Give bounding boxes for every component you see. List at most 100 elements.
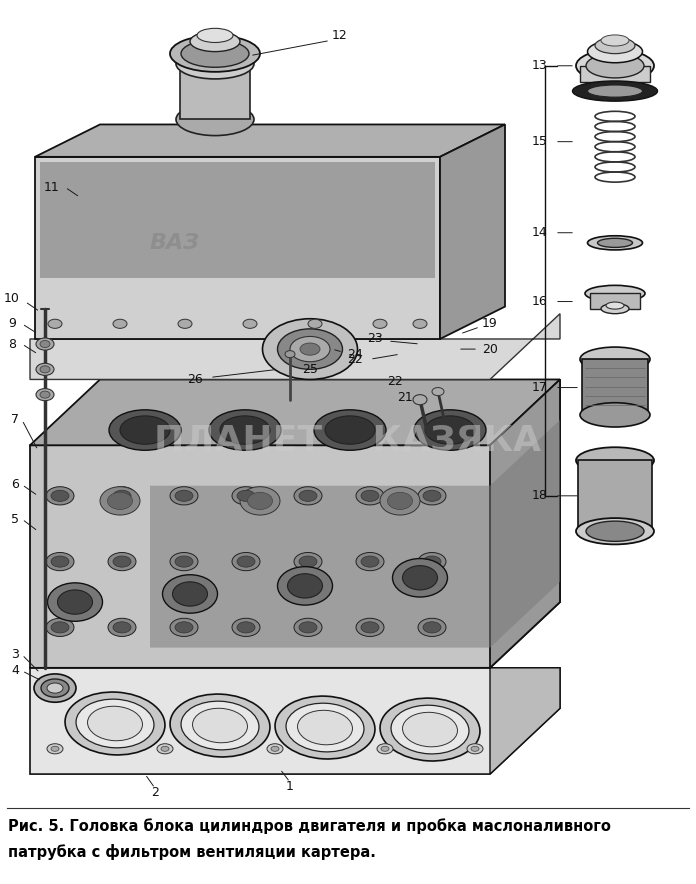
Polygon shape bbox=[35, 156, 440, 339]
Ellipse shape bbox=[76, 699, 154, 748]
Ellipse shape bbox=[240, 487, 280, 515]
Ellipse shape bbox=[414, 410, 486, 450]
Ellipse shape bbox=[65, 692, 165, 755]
Ellipse shape bbox=[314, 410, 386, 450]
Ellipse shape bbox=[40, 366, 50, 373]
Ellipse shape bbox=[297, 711, 352, 745]
Ellipse shape bbox=[161, 746, 169, 751]
Ellipse shape bbox=[48, 319, 62, 328]
Ellipse shape bbox=[576, 50, 654, 82]
Text: 4: 4 bbox=[11, 665, 19, 677]
Text: 15: 15 bbox=[532, 135, 548, 149]
Ellipse shape bbox=[40, 391, 50, 398]
Text: 21: 21 bbox=[397, 391, 413, 404]
Text: 18: 18 bbox=[532, 490, 548, 502]
Ellipse shape bbox=[100, 487, 140, 515]
Polygon shape bbox=[582, 359, 648, 415]
Polygon shape bbox=[490, 379, 560, 667]
Ellipse shape bbox=[51, 746, 59, 751]
Ellipse shape bbox=[587, 236, 642, 250]
Text: 3: 3 bbox=[11, 648, 19, 661]
Ellipse shape bbox=[418, 618, 446, 636]
Text: 8: 8 bbox=[8, 338, 16, 351]
Ellipse shape bbox=[285, 351, 295, 358]
Ellipse shape bbox=[391, 705, 469, 754]
Ellipse shape bbox=[46, 618, 74, 636]
Ellipse shape bbox=[176, 49, 254, 79]
Ellipse shape bbox=[325, 415, 375, 445]
Text: 9: 9 bbox=[8, 317, 16, 331]
Ellipse shape bbox=[157, 743, 173, 754]
Text: 11: 11 bbox=[44, 180, 60, 194]
Text: 10: 10 bbox=[4, 292, 20, 305]
Text: 12: 12 bbox=[332, 29, 348, 42]
Ellipse shape bbox=[586, 54, 644, 78]
Polygon shape bbox=[150, 420, 560, 648]
Ellipse shape bbox=[606, 302, 624, 309]
Polygon shape bbox=[590, 293, 640, 309]
Polygon shape bbox=[490, 667, 560, 774]
Ellipse shape bbox=[361, 491, 379, 501]
Ellipse shape bbox=[275, 696, 375, 759]
Ellipse shape bbox=[46, 552, 74, 571]
Ellipse shape bbox=[299, 621, 317, 633]
Ellipse shape bbox=[193, 708, 248, 743]
Polygon shape bbox=[440, 125, 505, 339]
Polygon shape bbox=[30, 379, 560, 446]
Polygon shape bbox=[40, 162, 435, 278]
Ellipse shape bbox=[36, 363, 54, 376]
Text: 5: 5 bbox=[11, 513, 19, 526]
Ellipse shape bbox=[36, 338, 54, 350]
Ellipse shape bbox=[585, 286, 645, 301]
Ellipse shape bbox=[232, 487, 260, 505]
Ellipse shape bbox=[267, 743, 283, 754]
Ellipse shape bbox=[278, 567, 333, 606]
Ellipse shape bbox=[294, 487, 322, 505]
Ellipse shape bbox=[586, 521, 644, 541]
Text: 22: 22 bbox=[387, 375, 403, 388]
Ellipse shape bbox=[36, 389, 54, 400]
Ellipse shape bbox=[220, 415, 270, 445]
Ellipse shape bbox=[237, 491, 255, 501]
Ellipse shape bbox=[170, 487, 198, 505]
Polygon shape bbox=[578, 461, 652, 531]
Ellipse shape bbox=[178, 319, 192, 328]
Ellipse shape bbox=[46, 487, 74, 505]
Ellipse shape bbox=[576, 518, 654, 545]
Text: 20: 20 bbox=[482, 343, 498, 355]
Ellipse shape bbox=[597, 239, 633, 248]
Text: 16: 16 bbox=[532, 295, 548, 308]
Ellipse shape bbox=[237, 556, 255, 568]
Ellipse shape bbox=[113, 319, 127, 328]
Text: ВАЗ: ВАЗ bbox=[150, 232, 200, 253]
Ellipse shape bbox=[173, 582, 207, 606]
Ellipse shape bbox=[176, 103, 254, 135]
Ellipse shape bbox=[287, 574, 322, 598]
Ellipse shape bbox=[190, 31, 240, 51]
Ellipse shape bbox=[47, 683, 63, 693]
Ellipse shape bbox=[423, 556, 441, 568]
Ellipse shape bbox=[402, 713, 457, 747]
Ellipse shape bbox=[170, 552, 198, 571]
Ellipse shape bbox=[278, 329, 342, 370]
Ellipse shape bbox=[237, 621, 255, 633]
Ellipse shape bbox=[380, 487, 420, 515]
Ellipse shape bbox=[471, 746, 479, 751]
Ellipse shape bbox=[290, 337, 330, 362]
Text: 7: 7 bbox=[11, 414, 19, 426]
Ellipse shape bbox=[170, 35, 260, 72]
Ellipse shape bbox=[299, 491, 317, 501]
Ellipse shape bbox=[108, 552, 136, 571]
Ellipse shape bbox=[232, 618, 260, 636]
Ellipse shape bbox=[209, 410, 281, 450]
Ellipse shape bbox=[388, 492, 413, 509]
Ellipse shape bbox=[162, 575, 217, 613]
Ellipse shape bbox=[573, 81, 658, 101]
Ellipse shape bbox=[197, 28, 233, 42]
Text: 26: 26 bbox=[187, 373, 203, 386]
Ellipse shape bbox=[294, 618, 322, 636]
Ellipse shape bbox=[356, 552, 384, 571]
Ellipse shape bbox=[51, 621, 69, 633]
Ellipse shape bbox=[113, 621, 131, 633]
Text: 19: 19 bbox=[482, 317, 498, 331]
